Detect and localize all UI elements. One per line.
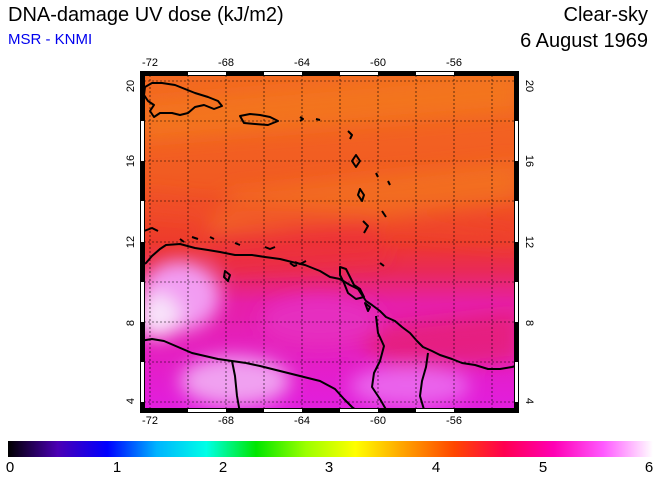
lat-tick-left: 20 bbox=[125, 79, 137, 93]
lon-tick-bottom: -68 bbox=[218, 415, 234, 427]
map-date: 6 August 1969 bbox=[520, 30, 648, 52]
lat-tick-right: 4 bbox=[523, 397, 535, 405]
colorbar-label: 3 bbox=[324, 459, 334, 476]
lat-tick-right: 8 bbox=[523, 319, 535, 327]
uv-dose-map bbox=[140, 71, 519, 413]
lon-tick-bottom: -64 bbox=[294, 415, 310, 427]
uv-field bbox=[140, 71, 519, 413]
lat-tick-right: 20 bbox=[523, 79, 535, 93]
sky-condition: Clear-sky bbox=[563, 4, 648, 26]
lon-tick-top: -68 bbox=[218, 57, 234, 69]
lat-tick-right: 12 bbox=[523, 235, 535, 249]
lon-tick-top: -64 bbox=[294, 57, 310, 69]
colorbar-label: 6 bbox=[644, 459, 654, 476]
colorbar-label: 0 bbox=[5, 459, 15, 476]
lon-tick-bottom: -72 bbox=[142, 415, 158, 427]
colorbar-label: 1 bbox=[112, 459, 122, 476]
lat-tick-left: 8 bbox=[125, 319, 137, 327]
colorbar-label: 2 bbox=[218, 459, 228, 476]
uv-colorbar bbox=[8, 441, 653, 457]
lon-tick-top: -60 bbox=[370, 57, 386, 69]
colorbar-label: 4 bbox=[431, 459, 441, 476]
source-label: MSR - KNMI bbox=[8, 31, 93, 48]
graticule bbox=[140, 71, 519, 413]
lat-tick-left: 12 bbox=[125, 235, 137, 249]
lat-tick-left: 16 bbox=[125, 154, 137, 168]
colorbar-label: 5 bbox=[538, 459, 548, 476]
lat-tick-right: 16 bbox=[523, 154, 535, 168]
map-border bbox=[140, 71, 519, 413]
lon-tick-top: -56 bbox=[446, 57, 462, 69]
lat-tick-left: 4 bbox=[125, 397, 137, 405]
lon-tick-bottom: -56 bbox=[446, 415, 462, 427]
lon-tick-top: -72 bbox=[142, 57, 158, 69]
lon-tick-bottom: -60 bbox=[370, 415, 386, 427]
map-title: DNA-damage UV dose (kJ/m2) bbox=[8, 4, 284, 26]
